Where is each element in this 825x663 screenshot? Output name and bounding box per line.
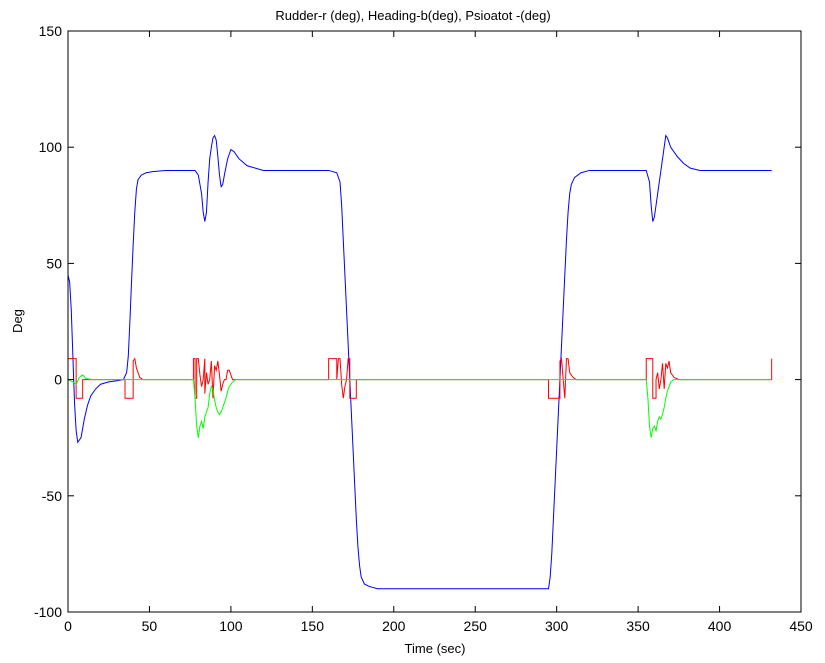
y-tick-label: 100 [39,139,63,155]
x-tick-label: 0 [64,618,72,634]
chart-title: Rudder-r (deg), Heading-b(deg), Psioatot… [275,8,550,23]
x-tick-label: 250 [464,618,488,634]
y-tick-label: -50 [42,488,62,504]
x-tick-label: 200 [382,618,406,634]
series-layer [67,134,773,590]
x-tick-label: 100 [219,618,243,634]
x-tick-label: 150 [301,618,325,634]
y-axis-label: Deg [10,309,25,333]
x-tick-label: 300 [545,618,569,634]
x-tick-label: 450 [789,618,813,634]
x-tick-label: 350 [626,618,650,634]
plot-frame [67,30,802,613]
y-tick-label: 50 [46,255,62,271]
y-tick-label: 150 [39,23,63,39]
y-tick-label: 0 [54,372,62,388]
series-line-2 [67,374,772,438]
axis-ticks: 0 50 100 150 200 250 300 350 400 450 -100 -50 0 50 100… [34,23,813,634]
x-tick-label: 400 [708,618,732,634]
x-tick-label: 50 [142,618,158,634]
series-line-0 [67,134,772,590]
series-line-1 [67,357,773,399]
x-axis-label: Time (sec) [405,641,466,656]
y-tick-label: -100 [34,604,62,620]
